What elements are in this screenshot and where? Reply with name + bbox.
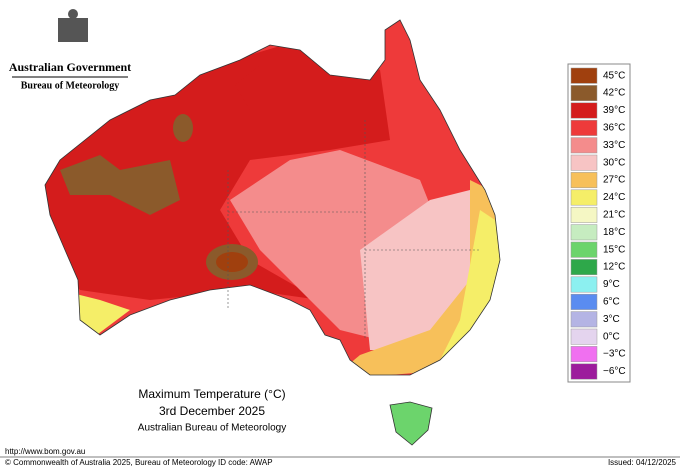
legend-swatch [570,224,598,241]
footer-id: ID code: AWAP [218,458,273,467]
legend-label: −6°C [603,366,626,377]
legend-label: 15°C [603,244,625,255]
header-title: Australian Government [9,60,131,74]
legend-swatch [570,102,598,119]
state-borders [227,120,480,340]
legend-label: 12°C [603,262,625,273]
legend-swatch [570,137,598,154]
legend-label: −3°C [603,349,626,360]
legend-label: 24°C [603,192,625,203]
legend-label: 21°C [603,210,625,221]
legend-swatch [570,363,598,380]
legend-label: 9°C [603,279,620,290]
legend-swatch [570,85,598,102]
legend-swatch [570,172,598,189]
coastline [44,19,501,376]
crest [58,9,88,42]
legend-swatch [570,346,598,363]
footer-copyright: © Commonwealth of Australia 2025, Bureau… [5,458,216,467]
legend-label: 3°C [603,314,620,325]
legend: 45°C 42°C 39°C 36°C 33°C 30°C 27°C 24°C 21°C 18°C… [570,67,626,380]
legend-label: 36°C [603,123,625,134]
footer-issued: Issued: 04/12/2025 [608,458,677,467]
legend-swatch [570,206,598,223]
legend-label: 39°C [603,105,625,116]
legend-label: 30°C [603,157,625,168]
legend-swatch [570,189,598,206]
footer-url: http://www.bom.gov.au [5,447,85,456]
map-title: Maximum Temperature (°C) [138,387,285,401]
legend-swatch [570,154,598,171]
map-source: Australian Bureau of Meteorology [138,423,286,434]
map-date: 3rd December 2025 [159,404,265,418]
legend-swatch [570,119,598,136]
legend-label: 42°C [603,88,625,99]
legend-swatch [570,311,598,328]
legend-swatch [570,328,598,345]
legend-swatch [570,276,598,293]
tasmania [389,401,433,446]
legend-swatch [570,293,598,310]
legend-label: 0°C [603,331,620,342]
legend-label: 27°C [603,175,625,186]
legend-swatch [570,259,598,276]
legend-label: 33°C [603,140,625,151]
legend-label: 18°C [603,227,625,238]
legend-label: 45°C [603,70,625,81]
legend-label: 6°C [603,297,620,308]
legend-swatch [570,241,598,258]
legend-swatch [570,67,598,84]
header-subtitle: Bureau of Meteorology [21,80,120,91]
